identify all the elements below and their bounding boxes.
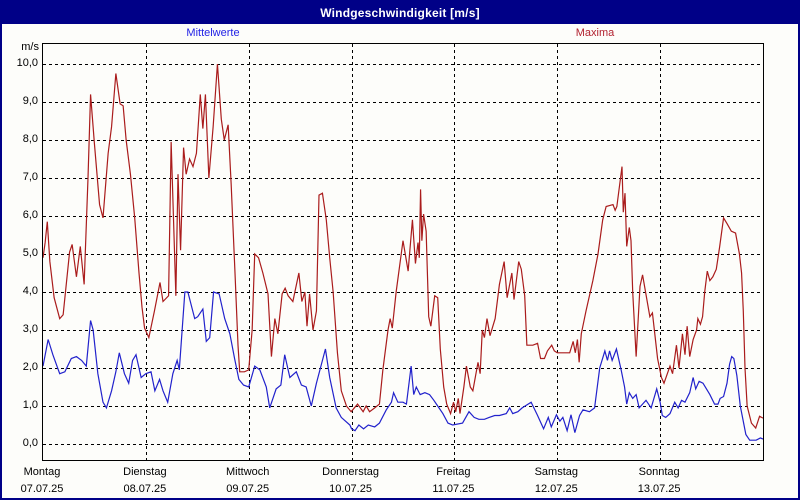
y-tick-label: 9,0 bbox=[22, 95, 38, 107]
legend-mittelwerte-label: Mittelwerte bbox=[186, 27, 240, 39]
x-day-date-label: 12.07.25 bbox=[534, 483, 578, 495]
x-day-name-label: Montag bbox=[23, 466, 61, 478]
title-bar: Windgeschwindigkeit [m/s] bbox=[2, 2, 798, 24]
page-title: Windgeschwindigkeit [m/s] bbox=[320, 6, 480, 20]
x-day-date-label: 08.07.25 bbox=[123, 483, 167, 495]
x-day-date-label: 13.07.25 bbox=[637, 483, 681, 495]
y-tick-label: 3,0 bbox=[22, 323, 38, 335]
x-day-name-label: Freitag bbox=[436, 466, 471, 478]
y-tick-label: 6,0 bbox=[22, 209, 38, 221]
y-tick-label: 4,0 bbox=[22, 285, 38, 297]
x-day-date-label: 07.07.25 bbox=[20, 483, 64, 495]
series-line-maxima bbox=[43, 63, 763, 430]
y-tick-label: 8,0 bbox=[22, 133, 38, 145]
chart-svg bbox=[43, 44, 763, 460]
series-line-mittelwerte bbox=[43, 291, 763, 441]
legend-maxima-label: Maxima bbox=[575, 27, 615, 39]
x-day-name-label: Sonntag bbox=[638, 466, 680, 478]
x-day-date-label: 11.07.25 bbox=[432, 483, 475, 495]
y-tick-label: 0,0 bbox=[22, 437, 38, 449]
y-tick-label: 5,0 bbox=[22, 247, 38, 259]
y-tick-label: 2,0 bbox=[22, 361, 38, 373]
x-day-name-label: Samstag bbox=[534, 466, 578, 478]
x-day-name-label: Dienstag bbox=[123, 466, 167, 478]
y-axis-unit-label: m/s bbox=[21, 41, 39, 53]
x-day-name-label: Mittwoch bbox=[226, 466, 270, 478]
x-day-date-label: 09.07.25 bbox=[226, 483, 270, 495]
plot-area bbox=[42, 43, 764, 461]
y-tick-label: 10,0 bbox=[16, 57, 38, 69]
x-day-date-label: 10.07.25 bbox=[329, 483, 372, 495]
x-day-name-label: Donnerstag bbox=[322, 466, 379, 478]
y-tick-label: 1,0 bbox=[22, 399, 38, 411]
y-tick-label: 7,0 bbox=[22, 171, 38, 183]
